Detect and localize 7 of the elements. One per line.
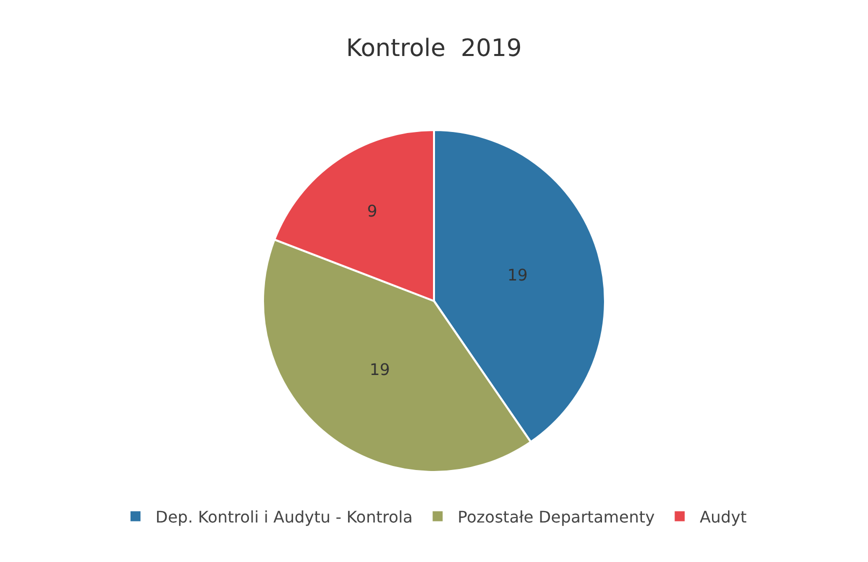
data-label: 9 [367, 201, 378, 220]
chart-title: Kontrole 2019 [346, 34, 522, 62]
legend-label: Dep. Kontroli i Audytu - Kontrola [156, 508, 413, 526]
legend-label: Pozostałe Departamenty [458, 508, 655, 526]
data-label: 19 [507, 266, 528, 285]
data-label: 19 [370, 360, 390, 380]
legend-label: Audyt [700, 508, 747, 526]
